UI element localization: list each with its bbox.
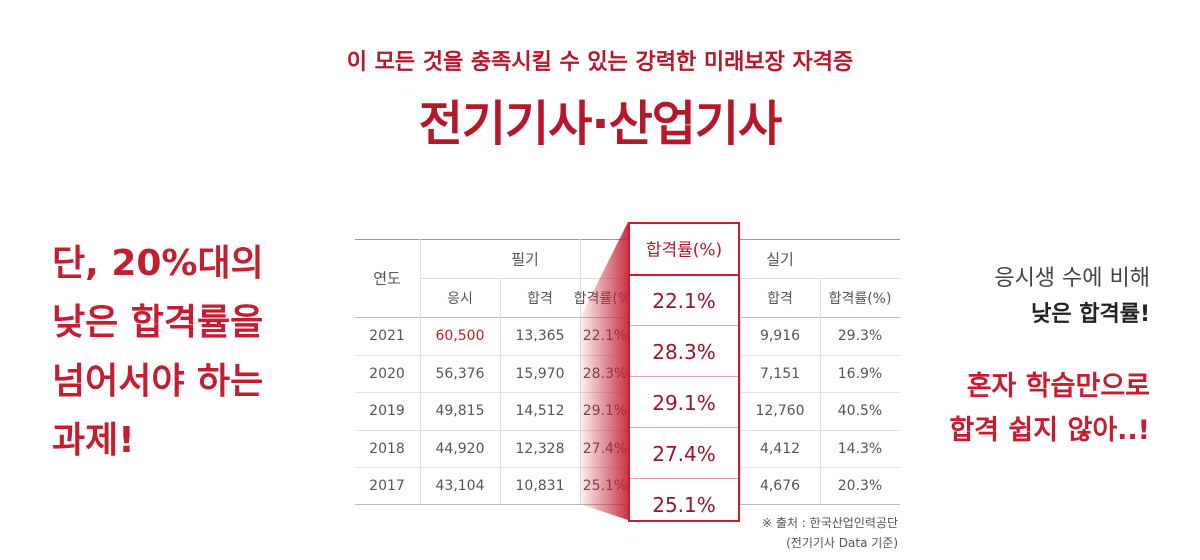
year-header: 연도 (373, 269, 401, 288)
table-rule (630, 376, 738, 377)
table-cell: 12,328 (515, 440, 565, 457)
left-message: 낮은 합격률을 (52, 302, 264, 343)
table-cell: 4,676 (759, 478, 801, 494)
left-message: 과제! (52, 420, 135, 461)
left-message: 넘어서야 하는 (52, 361, 264, 402)
table-cell: 29.3% (837, 328, 883, 344)
table-cell: 10,831 (515, 478, 565, 494)
table-cell: 4,412 (759, 440, 801, 457)
table-rule (500, 278, 501, 504)
sub-header: 합격 (527, 291, 553, 307)
table-rule (820, 278, 821, 504)
sub-header: 합격률(%) (828, 291, 892, 307)
table-cell: 12,760 (755, 403, 805, 419)
source-note: (전기기사 Data 기준) (786, 536, 898, 550)
group-header: 실기 (766, 250, 794, 269)
table-cell: 2017 (369, 478, 405, 494)
sub-header: 합격 (767, 291, 793, 307)
magnified-rate: 25.1% (652, 493, 716, 517)
table-cell: 14.3% (837, 440, 883, 457)
table-cell: 15,970 (515, 365, 565, 382)
table-cell: 56,376 (435, 365, 485, 382)
magnifier-box: 합격률(%) 22.1% 28.3% 29.1% 27.4% 25.1% (628, 222, 740, 522)
table-cell: 7,151 (759, 365, 801, 382)
table-cell: 14,512 (515, 403, 565, 419)
table-rule (630, 427, 738, 428)
source-note: ※ 출처 : 한국산업인력공단 (762, 516, 898, 530)
magnified-rate: 29.1% (652, 391, 716, 415)
table-rule (630, 274, 738, 276)
table-rule (740, 278, 741, 504)
sub-header: 응시 (447, 291, 473, 307)
table-cell: 16.9% (837, 365, 883, 382)
table-cell: 49,815 (435, 403, 485, 419)
table-cell: 20.3% (837, 478, 883, 494)
table-rule (630, 478, 738, 479)
magnifier-wedge (580, 222, 628, 520)
table-cell: 13,365 (515, 328, 565, 344)
left-message: 단, 20%대의 (52, 243, 264, 284)
table-cell: 2020 (369, 365, 405, 382)
table-cell: 2021 (369, 328, 405, 344)
table-cell: 2018 (369, 440, 405, 457)
right-emphasis: 합격 쉽지 않아..! (949, 415, 1150, 446)
table-cell: 60,500 (435, 328, 485, 344)
table-cell: 2019 (369, 403, 405, 419)
title: 전기기사·산업기사 (418, 96, 783, 152)
table-rule (420, 239, 421, 504)
subtitle: 이 모든 것을 충족시킬 수 있는 강력한 미래보장 자격증 (346, 50, 854, 75)
table-rule (630, 325, 738, 326)
table-cell: 40.5% (837, 403, 883, 419)
magnified-rate: 28.3% (652, 340, 716, 364)
table-cell: 9,916 (759, 328, 801, 344)
magnified-rate: 27.4% (652, 442, 716, 466)
magnifier-header: 합격률(%) (645, 240, 723, 261)
right-emphasis: 혼자 학습만으로 (966, 371, 1150, 402)
table-cell: 44,920 (435, 440, 485, 457)
group-header: 필기 (511, 250, 539, 269)
magnified-rate: 22.1% (652, 289, 716, 313)
right-message: 응시생 수에 비해 (994, 266, 1150, 291)
table-cell: 43,104 (435, 478, 485, 494)
right-message: 낮은 합격률! (1031, 302, 1150, 327)
